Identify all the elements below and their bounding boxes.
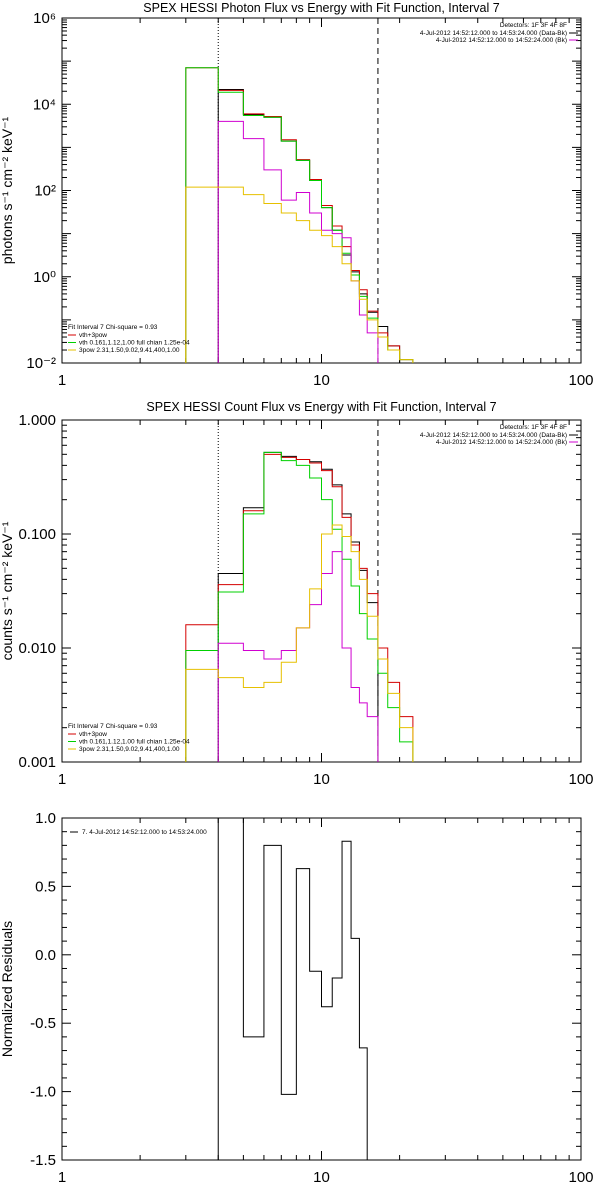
legend-entry: 4-Jul-2012 14:52:12.000 to 14:52:24.000 … (436, 37, 567, 44)
x-tick-label: 100 (568, 372, 593, 389)
fit-legend-entry: vth+3pow (79, 332, 107, 339)
x-tick-label: 10 (313, 1169, 330, 1186)
series-yellow-line (185, 186, 414, 363)
series-black-line (217, 88, 401, 363)
y-tick-label: 10⁰ (33, 269, 56, 286)
x-tick-label: 10 (313, 372, 330, 389)
y-tick-label: 0.010 (18, 640, 56, 657)
series-green-line (185, 67, 414, 363)
x-tick-label: 1 (58, 771, 66, 788)
x-tick-label: 1 (58, 1169, 66, 1186)
x-tick-label: 100 (568, 1169, 593, 1186)
series-black-line (217, 451, 379, 762)
series-red-line (185, 67, 414, 363)
legend-entry: 4-Jul-2012 14:52:12.000 to 14:53:24.000 … (420, 30, 567, 37)
y-axis-label: counts s⁻¹ cm⁻² keV⁻¹ (0, 521, 15, 660)
series-green-line (185, 451, 414, 762)
y-tick-label: -1.0 (30, 1084, 56, 1101)
y-tick-label: 10² (34, 183, 56, 200)
fit-legend-entry: vth 0.161,1.12,1.00 full chian 1.25e-04 (79, 340, 190, 347)
legend: Detectors: 1F 3F 4F 8F4-Jul-2012 14:52:1… (420, 424, 578, 446)
svg-text:Detectors: 1F 3F 4F 8F: Detectors: 1F 3F 4F 8F (500, 424, 567, 431)
legend: 7. 4-Jul-2012 14:52:12.000 to 14:53:24.0… (70, 829, 207, 836)
fit-legend: Fit Interval 7 Chi-square = 0.93vth+3pow… (68, 324, 190, 354)
series-black-line (217, 818, 368, 1160)
x-tick-label: 10 (313, 771, 330, 788)
series-red-line (185, 453, 414, 762)
y-tick-label: 10⁻² (26, 355, 56, 372)
panel-1: SPEX HESSI Photon Flux vs Energy with Fi… (0, 1, 594, 389)
legend-entry: 4-Jul-2012 14:52:12.000 to 14:53:24.000 … (420, 432, 567, 439)
y-tick-label: 0.5 (35, 878, 56, 895)
y-tick-label: 10⁴ (33, 96, 56, 113)
svg-text:Fit Interval 7 Chi-square =: Fit Interval 7 Chi-square = 0.93 (68, 324, 158, 331)
panel-3: 1 10 100 -1.5 -1.0 -0.5 0.0 0.5 1.0 Normalized Re… (0, 810, 594, 1186)
series-magenta-line (217, 551, 379, 762)
x-tick-label: 1 (58, 372, 66, 389)
series-yellow-line (185, 524, 414, 762)
x-tick-label: 100 (568, 771, 593, 788)
y-tick-label: 10⁶ (33, 10, 56, 27)
fit-legend-entry: vth 0.161,1.12,1.00 full chian 1.25e-04 (79, 739, 190, 746)
legend-entry: 4-Jul-2012 14:52:12.000 to 14:52:24.000 … (436, 439, 567, 446)
panel-2: SPEX HESSI Count Flux vs Energy with Fit… (0, 400, 594, 788)
y-tick-label: -0.5 (30, 1015, 56, 1032)
y-tick-label: 0.001 (18, 754, 56, 771)
svg-text:Detectors: 1F 3F 4F 8F: Detectors: 1F 3F 4F 8F (500, 22, 567, 29)
fit-legend: Fit Interval 7 Chi-square = 0.93vth+3pow… (68, 723, 190, 753)
series-magenta-line (217, 120, 379, 363)
fit-legend-entry: vth+3pow (79, 731, 107, 738)
legend-entry: 7. 4-Jul-2012 14:52:12.000 to 14:53:24.0… (82, 829, 207, 836)
panel-title: SPEX HESSI Count Flux vs Energy with Fit… (146, 400, 496, 414)
y-tick-label: -1.5 (30, 1152, 56, 1169)
fit-legend-entry: 3pow 2.31,1.50,9.02,9.41,400,1.00 (79, 746, 180, 753)
y-tick-label: 1.000 (18, 412, 56, 429)
y-axis-label: Normalized Residuals (0, 921, 15, 1057)
svg-text:Fit Interval 7 Chi-square =: Fit Interval 7 Chi-square = 0.93 (68, 723, 158, 730)
fit-legend-entry: 3pow 2.31,1.50,9.02,9.41,400,1.00 (79, 347, 180, 354)
legend: Detectors: 1F 3F 4F 8F4-Jul-2012 14:52:1… (420, 22, 578, 44)
panel-title: SPEX HESSI Photon Flux vs Energy with Fi… (143, 1, 499, 15)
y-tick-label: 1.0 (35, 810, 56, 827)
y-tick-label: 0.100 (18, 526, 56, 543)
y-axis-label: photons s⁻¹ cm⁻² keV⁻¹ (0, 116, 15, 264)
y-tick-label: 0.0 (35, 947, 56, 964)
